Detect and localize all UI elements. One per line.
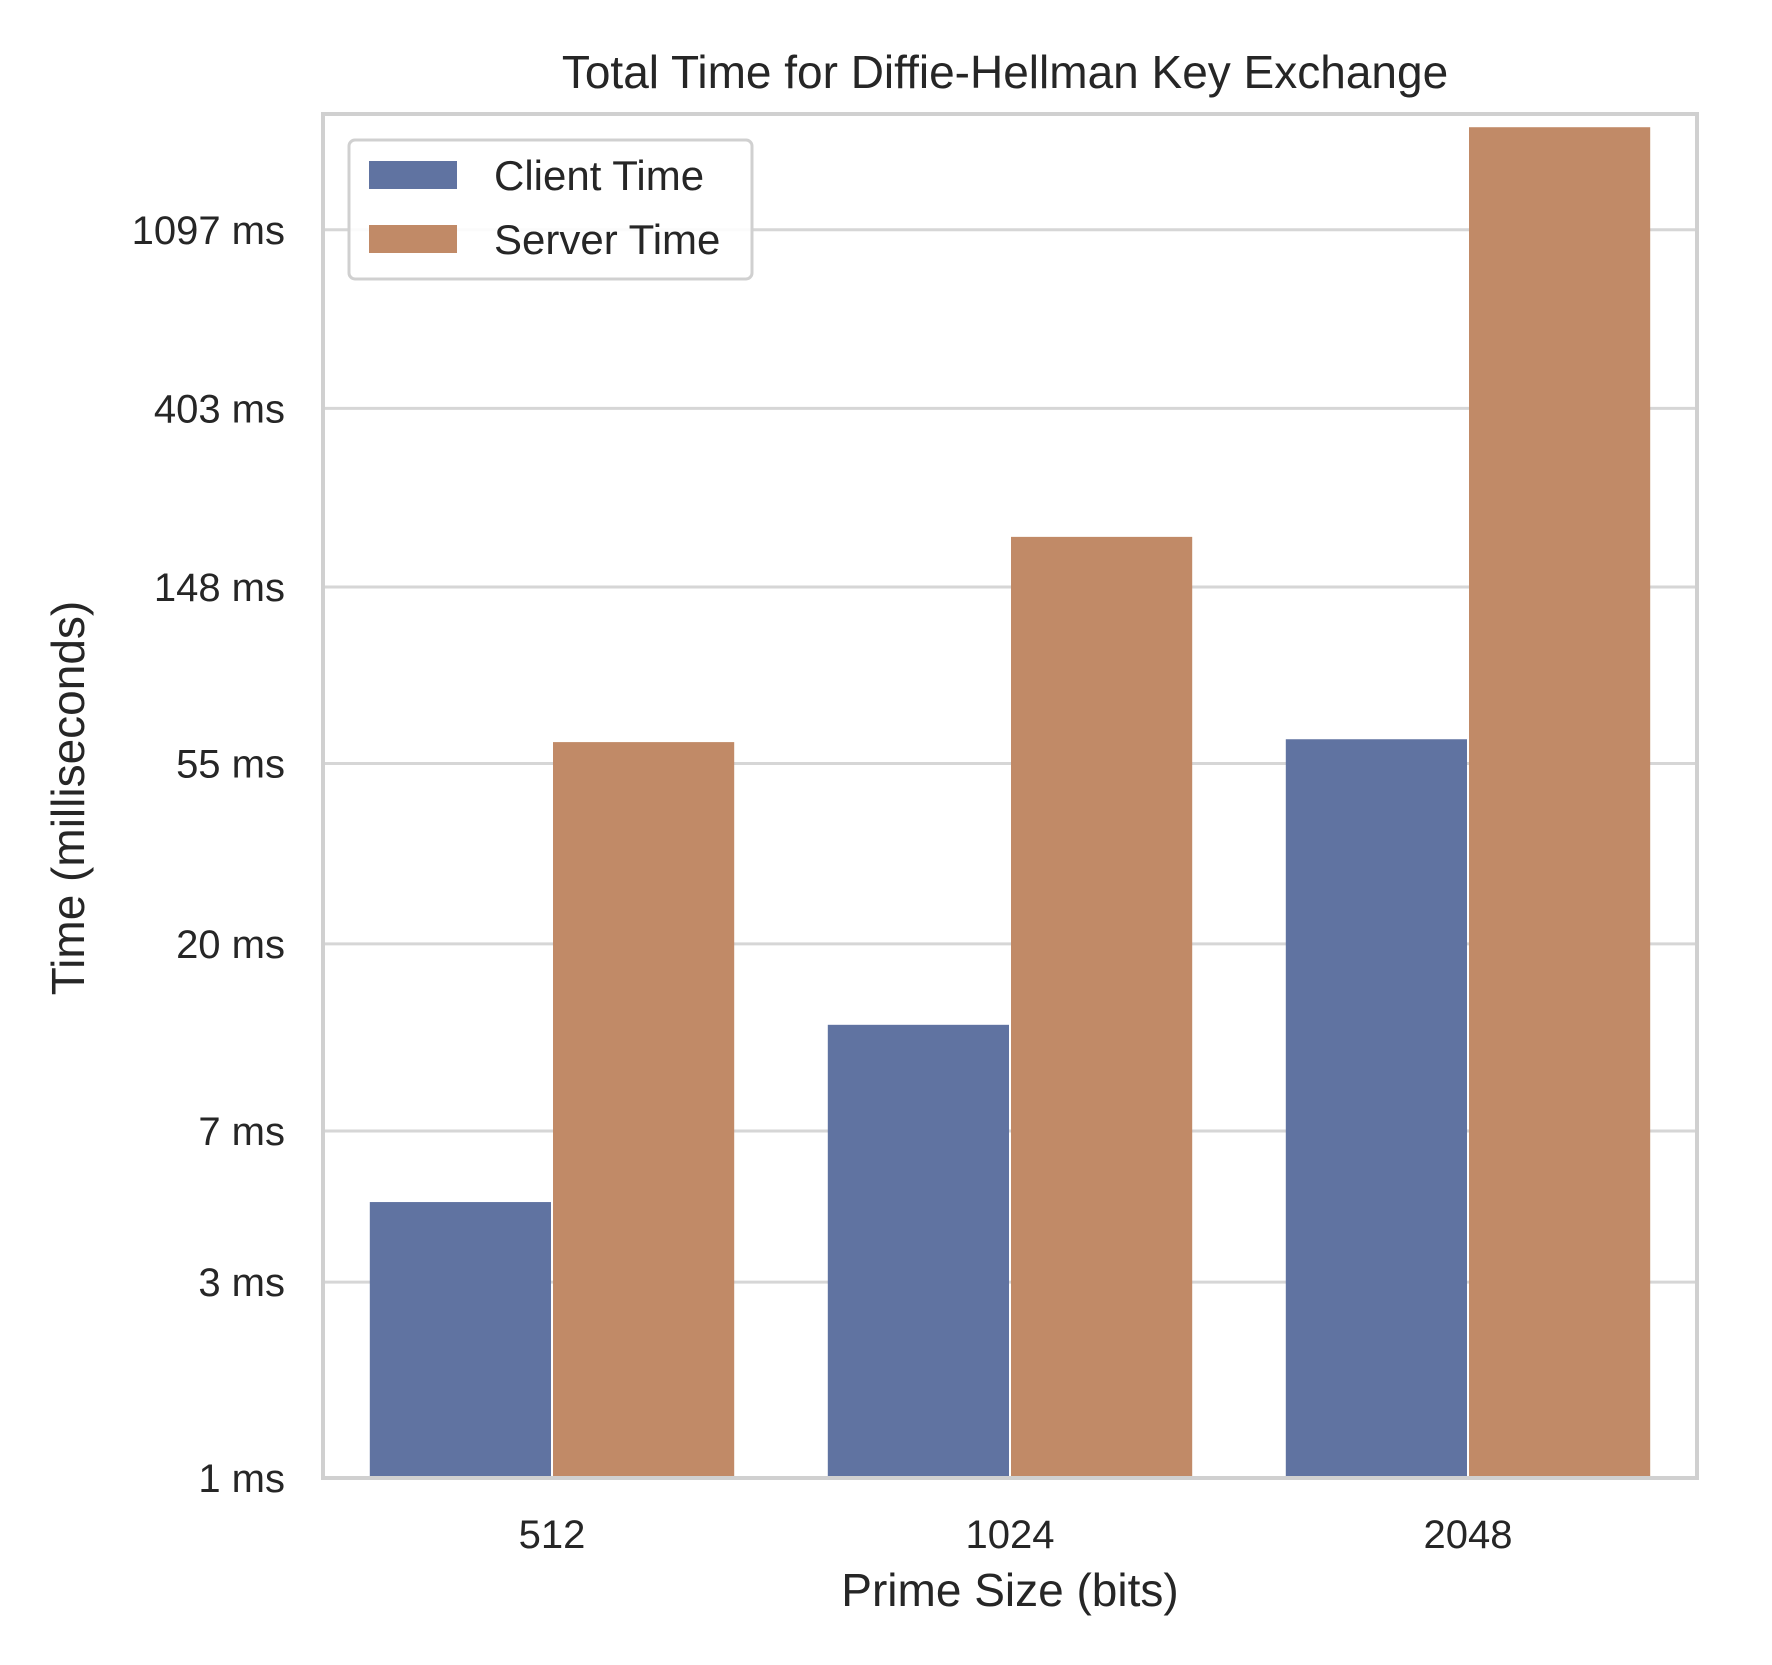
legend: Client Time Server Time [347, 138, 754, 281]
y-tick-label: 148 ms [154, 566, 285, 610]
y-axis-label: Time (milliseconds) [42, 601, 94, 995]
x-tick-label: 2048 [1424, 1513, 1513, 1557]
bars [369, 127, 1651, 1479]
bar-server-time-512 [553, 742, 735, 1478]
y-tick-labels: 1 ms 3 ms 7 ms 20 ms 55 ms 148 ms 403 ms 1097 m… [132, 209, 285, 1501]
legend-label: Client Time [494, 152, 704, 199]
chart-title: Total Time for Diffie-Hellman Key Exchan… [562, 46, 1448, 98]
x-tick-label: 1024 [966, 1513, 1055, 1557]
bar-client-time-2048 [1285, 739, 1467, 1478]
plot-frame [321, 112, 1699, 1480]
y-tick-label: 55 ms [176, 742, 285, 786]
y-tick-label: 1 ms [198, 1457, 285, 1501]
legend-swatch [369, 225, 457, 253]
y-tick-label: 7 ms [198, 1110, 285, 1154]
y-tick-label: 1097 ms [132, 209, 285, 253]
y-tick-label: 3 ms [198, 1261, 285, 1305]
bar-client-time-512 [369, 1202, 551, 1478]
grid-lines [323, 228, 1697, 1284]
y-tick-label: 403 ms [154, 387, 285, 431]
bar-client-time-1024 [827, 1024, 1009, 1478]
bar-server-time-2048 [1469, 127, 1651, 1479]
x-axis-label: Prime Size (bits) [841, 1564, 1178, 1616]
y-tick-label: 20 ms [176, 923, 285, 967]
x-tick-labels: 512 1024 2048 [519, 1513, 1513, 1557]
legend-label: Server Time [494, 216, 720, 263]
x-tick-label: 512 [519, 1513, 586, 1557]
legend-swatch [369, 161, 457, 189]
bar-server-time-1024 [1011, 536, 1193, 1478]
